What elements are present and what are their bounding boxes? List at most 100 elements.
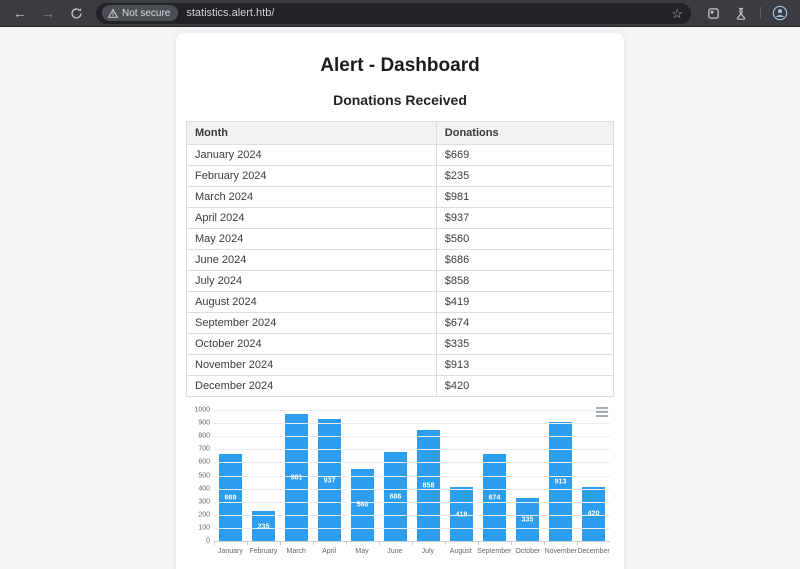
gridline: 500	[198, 472, 610, 479]
bar-november[interactable]: 913	[548, 422, 573, 542]
labs-flask-icon[interactable]	[729, 1, 753, 25]
x-axis-label: July	[421, 548, 435, 555]
bar-slot: 981	[280, 411, 313, 542]
cell-month: August 2024	[186, 291, 437, 313]
table-row: July 2024 $858	[186, 270, 615, 292]
extensions-icon[interactable]	[701, 1, 725, 25]
x-axis-label: September	[477, 548, 512, 555]
cell-month: June 2024	[186, 249, 437, 271]
cell-donation: $420	[435, 375, 615, 397]
gridline: 200	[198, 511, 610, 518]
y-axis-tick-label: 800	[198, 432, 210, 440]
bar-value-label: 420	[588, 511, 600, 518]
chart-plot-area: 669 235 981 937 560 686 858 419 674 335 913 420 0 10…	[194, 407, 610, 545]
x-axis-ticks	[214, 542, 610, 545]
bar-april[interactable]: 937	[317, 419, 342, 542]
y-axis-tick-label: 0	[206, 537, 210, 545]
table-row: March 2024 $981	[186, 186, 615, 208]
cell-donation: $419	[435, 291, 615, 313]
x-axis-label: October	[515, 548, 541, 555]
reload-button[interactable]	[64, 1, 88, 25]
gridline: 400	[198, 485, 610, 492]
cell-donation: $981	[435, 186, 615, 208]
bar-october[interactable]: 335	[515, 498, 540, 542]
x-axis-label: December	[577, 548, 610, 555]
gridline: 0	[206, 538, 610, 545]
donations-chart: 669 235 981 937 560 686 858 419 674 335 913 420 0 10…	[186, 407, 614, 555]
table-row: January 2024 $669	[186, 144, 615, 166]
bar-slot: 560	[346, 411, 379, 542]
bar-march[interactable]: 981	[284, 413, 309, 542]
gridline: 1000	[194, 407, 610, 414]
bar-february[interactable]: 235	[251, 511, 276, 542]
y-axis-tick-label: 300	[198, 498, 210, 506]
cell-month: March 2024	[186, 186, 437, 208]
address-bar[interactable]: Not secure statistics.alert.htb/ ☆	[96, 2, 691, 24]
table-row: April 2024 $937	[186, 207, 615, 229]
bar-june[interactable]: 686	[383, 452, 408, 542]
bar-value-label: 937	[323, 477, 336, 485]
back-button[interactable]: ←	[8, 1, 32, 25]
bar-slot: 235	[247, 411, 280, 542]
table-row: November 2024 $913	[186, 354, 615, 376]
cell-donation: $560	[435, 228, 615, 250]
cell-month: October 2024	[186, 333, 437, 355]
y-axis-tick-label: 400	[198, 485, 210, 493]
y-axis-tick-label: 1000	[194, 406, 210, 414]
webpage-viewport: Alert - Dashboard Donations Received Mon…	[0, 28, 800, 569]
bar-slot: 686	[379, 411, 412, 542]
bookmark-star-icon[interactable]: ☆	[671, 5, 683, 21]
gridline: 300	[198, 498, 610, 505]
dashboard-card: Alert - Dashboard Donations Received Mon…	[176, 33, 624, 569]
cell-donation: $937	[435, 207, 615, 229]
forward-button[interactable]: →	[36, 1, 60, 25]
bar-may[interactable]: 560	[350, 468, 375, 542]
cell-month: July 2024	[186, 270, 437, 292]
table-header-row: Month Donations	[186, 121, 615, 145]
bar-slot: 420	[577, 411, 610, 542]
bar-slot: 858	[412, 411, 445, 542]
x-axis-label: January	[217, 548, 243, 555]
bar-slot: 335	[511, 411, 544, 542]
cell-donation: $335	[435, 333, 615, 355]
profile-avatar-icon[interactable]	[768, 1, 792, 25]
cell-month: January 2024	[186, 144, 437, 166]
bar-slot: 937	[313, 411, 346, 542]
table-row: June 2024 $686	[186, 249, 615, 271]
y-axis-tick-label: 100	[198, 524, 210, 532]
bar-value-label: 560	[356, 501, 369, 509]
table-row: May 2024 $560	[186, 228, 615, 250]
bar-slot: 674	[478, 411, 511, 542]
toolbar-separator	[760, 7, 761, 19]
chart-menu-icon[interactable]	[596, 407, 608, 419]
cell-donation: $686	[435, 249, 615, 271]
bar-slot: 913	[544, 411, 577, 542]
cell-month: November 2024	[186, 354, 437, 376]
gridline: 600	[198, 459, 610, 466]
gridline: 700	[198, 446, 610, 453]
url-text[interactable]: statistics.alert.htb/	[186, 7, 275, 19]
y-axis-tick-label: 700	[198, 445, 210, 453]
y-axis-tick-label: 900	[198, 419, 210, 427]
gridline: 900	[198, 420, 610, 427]
column-header-month: Month	[186, 121, 437, 145]
x-axis-label: November	[544, 548, 577, 555]
y-axis-tick-label: 200	[198, 511, 210, 519]
bar-value-label: 913	[554, 478, 567, 486]
bar-value-label: 674	[488, 494, 501, 502]
bar-value-label: 858	[422, 482, 435, 490]
bar-slot: 419	[445, 411, 478, 542]
gridline: 800	[198, 433, 610, 440]
x-axis-labels: January February March April May June July Augu…	[214, 548, 610, 555]
back-icon: ←	[13, 5, 27, 21]
security-chip[interactable]: Not secure	[102, 5, 179, 21]
page-title: Alert - Dashboard	[320, 55, 480, 76]
cell-month: May 2024	[186, 228, 437, 250]
table-row: September 2024 $674	[186, 312, 615, 334]
bar-july[interactable]: 858	[416, 429, 441, 542]
table-row: October 2024 $335	[186, 333, 615, 355]
cell-month: December 2024	[186, 375, 437, 397]
security-label: Not secure	[122, 7, 171, 19]
cell-donation: $669	[435, 144, 615, 166]
